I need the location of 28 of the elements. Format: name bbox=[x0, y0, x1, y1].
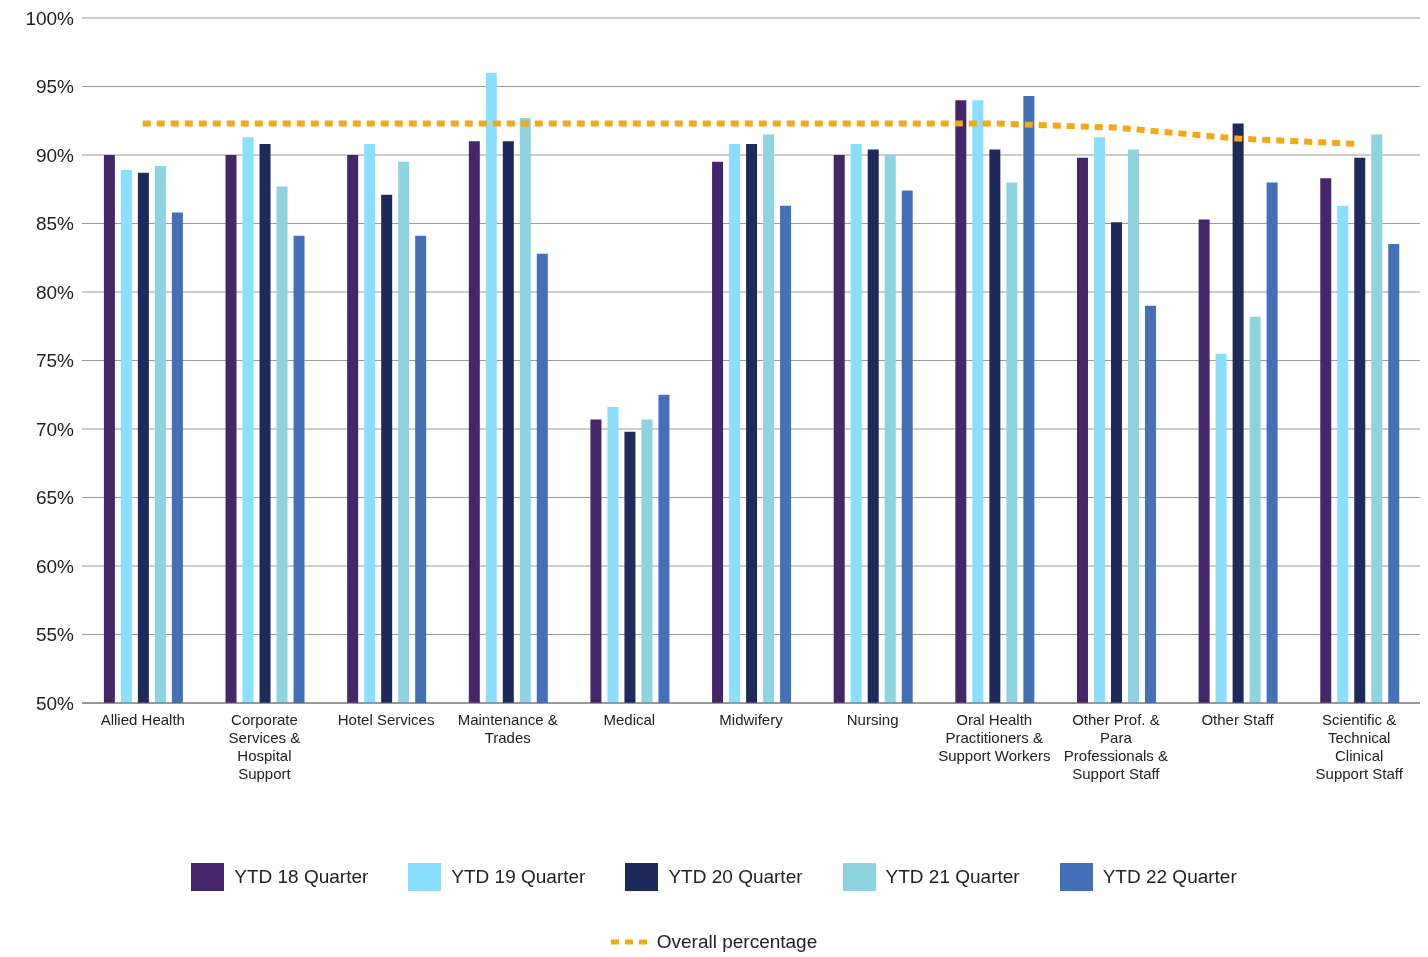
x-tick-label: Nursing bbox=[846, 711, 899, 728]
legend-label: YTD 18 Quarter bbox=[233, 865, 369, 889]
x-tick-label: Other Staff bbox=[1201, 711, 1275, 728]
x-tick-label: Scientific & Technical Clinical Support Staff bbox=[1315, 711, 1404, 782]
y-tick-label: 85% bbox=[35, 213, 75, 235]
x-tick-label: Midwifery bbox=[719, 711, 784, 728]
legend-label: YTD 19 Quarter bbox=[450, 865, 586, 889]
x-tick-label: Oral Health Practitioners & Support Workers bbox=[938, 711, 1051, 764]
legend-label: YTD 20 Quarter bbox=[667, 865, 803, 889]
legend-label: Overall percentage bbox=[655, 931, 818, 953]
y-tick-label: 60% bbox=[35, 555, 75, 577]
y-tick-label: 65% bbox=[35, 487, 75, 509]
x-tick-label: Maintenance & Trades bbox=[457, 711, 558, 746]
y-tick-label: 100% bbox=[25, 7, 75, 29]
x-tick-label: Corporate Services & Hospital Support bbox=[228, 711, 301, 782]
y-tick-label: 95% bbox=[35, 76, 75, 98]
x-tick-label: Allied Health bbox=[100, 711, 185, 728]
legend-label: YTD 21 Quarter bbox=[884, 865, 1020, 889]
y-tick-label: 80% bbox=[35, 281, 75, 303]
y-tick-label: 90% bbox=[35, 144, 75, 166]
x-tick-label: Hotel Services bbox=[337, 711, 435, 728]
x-tick-label: Other Prof. & Para Professionals & Support Staff bbox=[1063, 711, 1169, 782]
x-tick-label: Medical bbox=[603, 711, 656, 728]
legend-label: YTD 22 Quarter bbox=[1101, 865, 1237, 889]
y-tick-label: 55% bbox=[35, 624, 75, 646]
y-tick-label: 75% bbox=[35, 350, 75, 372]
y-tick-label: 70% bbox=[35, 418, 75, 440]
y-tick-label: 50% bbox=[35, 692, 75, 714]
